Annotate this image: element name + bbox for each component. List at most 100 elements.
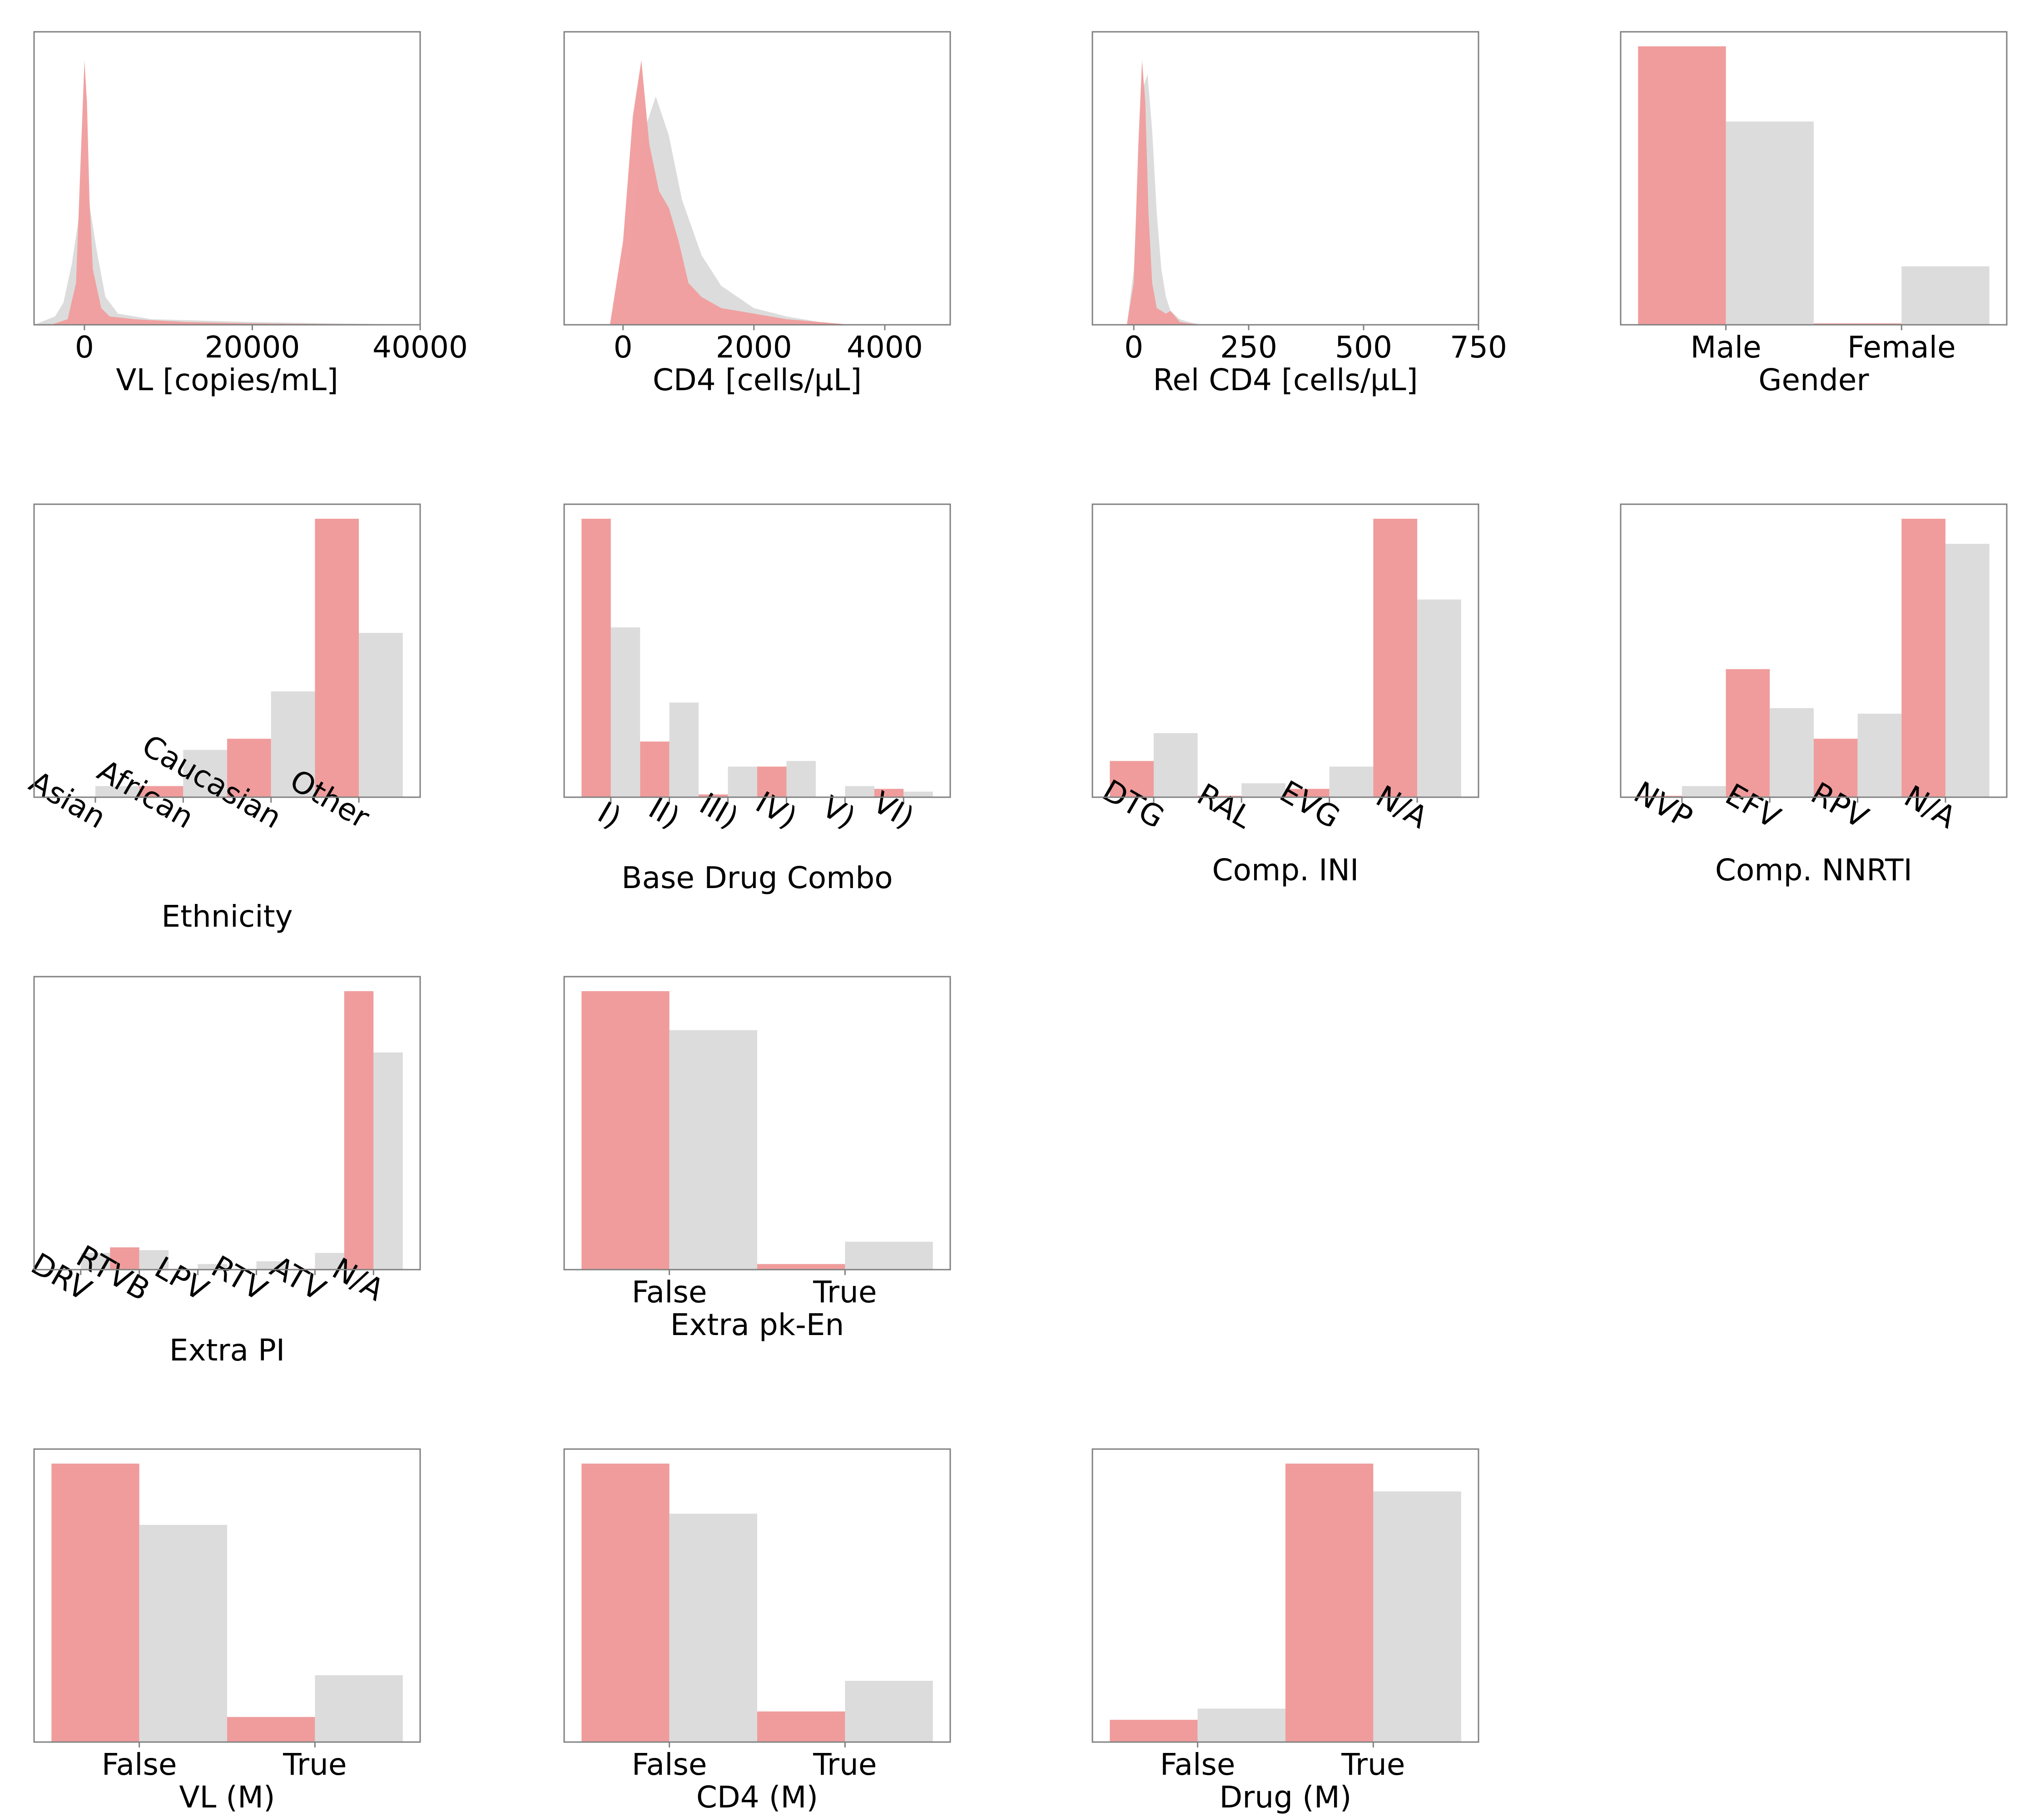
subplot-vl-density: 0 20000 40000 VL [copies/mL] [33, 31, 468, 397]
bar-treatment-vi [874, 789, 904, 797]
bar-reference-evg [1329, 766, 1374, 797]
bar-treatment-efv [1726, 669, 1770, 797]
axes-frame [1620, 503, 2008, 798]
bar-treatment-true [757, 1264, 845, 1270]
axes-frame [563, 503, 951, 798]
x-tick-label: 2000 [716, 330, 792, 365]
bar-reference-false [1197, 1708, 1285, 1742]
bar-treatment-iv [757, 766, 787, 797]
density-treatment-cd4-density [610, 60, 852, 325]
bar-reference-nvp [1682, 786, 1726, 797]
bar-reference-male [1726, 121, 1814, 325]
x-tick-label: True [813, 1275, 877, 1310]
bar-treatment-iii [699, 794, 728, 797]
bar-reference-true [845, 1241, 933, 1270]
bar-reference-ii [669, 702, 699, 797]
x-axis-label: VL [copies/mL] [116, 362, 338, 397]
x-axis-label: Rel CD4 [cells/µL] [1153, 362, 1418, 397]
bar-reference-false [669, 1514, 757, 1742]
bar-treatment-male [1638, 46, 1726, 325]
bar-reference-female [1901, 266, 1989, 325]
bar-reference-caucasian [271, 691, 315, 797]
bar-treatment-true [757, 1711, 845, 1742]
bar-reference-n-a [1945, 544, 1989, 797]
bar-reference-iv [786, 761, 816, 797]
axes-frame [563, 1448, 951, 1743]
axes-frame [563, 976, 951, 1271]
bar-reference-drv [80, 1253, 110, 1270]
bar-treatment-n-a [344, 991, 374, 1270]
density-treatment-rel-cd4-density [1126, 60, 1203, 325]
bar-reference-n-a [1417, 599, 1461, 797]
axes-frame [1620, 31, 2008, 326]
bar-treatment-other [315, 519, 359, 797]
x-axis-label: Extra PI [169, 1333, 285, 1368]
x-tick-label: True [283, 1747, 347, 1782]
subplot-rel-cd4-density: 0 250 500 750 Rel CD4 [cells/µL] [1091, 31, 1507, 397]
x-tick-label: 20000 [204, 330, 300, 365]
axes-frame [33, 976, 421, 1271]
bar-reference-i [610, 627, 640, 797]
x-tick-label: 0 [1124, 330, 1143, 365]
bar-treatment-caucasian [227, 739, 271, 797]
bar-treatment-false [1110, 1720, 1198, 1742]
bar-reference-true [315, 1675, 403, 1742]
x-tick-label: True [1341, 1747, 1405, 1782]
axes-frame [33, 503, 421, 798]
bar-reference-efv [1770, 708, 1814, 797]
x-tick-label: 750 [1450, 330, 1507, 365]
bar-treatment-rtvb [110, 1247, 139, 1270]
x-tick-label: Male [1690, 330, 1761, 365]
bar-reference-rpv [1857, 714, 1902, 797]
axes-frame [33, 1448, 421, 1743]
x-axis-label: Base Drug Combo [621, 860, 893, 895]
x-tick-label: Female [1847, 330, 1956, 365]
x-tick-label: 0 [75, 330, 94, 365]
bar-reference-other [359, 633, 403, 797]
bar-reference-iii [728, 766, 757, 797]
x-tick-label: False [1160, 1747, 1235, 1782]
x-tick-label: 40000 [372, 330, 468, 365]
axes-frame [563, 31, 951, 326]
x-axis-label: Drug (M) [1219, 1780, 1351, 1815]
axes-frame [33, 31, 421, 326]
x-axis-label: Extra pk-En [670, 1307, 844, 1342]
bar-reference-ral [1241, 783, 1285, 797]
bar-treatment-evg [1285, 789, 1330, 797]
bar-treatment-false [51, 1464, 139, 1742]
bar-treatment-dtg [1110, 761, 1154, 797]
bar-reference-n-a [373, 1052, 403, 1270]
x-tick-label: False [632, 1747, 707, 1782]
x-tick-label: RTV [205, 1249, 273, 1308]
bar-reference-true [845, 1681, 933, 1742]
x-axis-label: CD4 (M) [696, 1780, 818, 1815]
x-tick-label: NVP [1628, 774, 1698, 835]
bar-reference-asian [95, 786, 139, 797]
axes-frame [1091, 503, 1479, 798]
x-axis-label: Comp. NNRTI [1715, 853, 1912, 888]
x-axis-label: Gender [1758, 362, 1869, 397]
bar-treatment-nvp [1638, 795, 1682, 797]
bar-treatment-rpv [1814, 739, 1858, 797]
bar-reference-vi [903, 791, 933, 797]
axes-frame [1091, 1448, 1479, 1743]
bar-reference-false [669, 1030, 757, 1270]
x-tick-label: 0 [614, 330, 633, 365]
bar-treatment-ral [1197, 795, 1242, 797]
x-tick-label: I) [592, 795, 627, 835]
x-tick-label: 4000 [847, 330, 923, 365]
density-treatment-vl-density [51, 60, 420, 325]
bar-treatment-false [581, 991, 670, 1270]
bar-reference-dtg [1153, 733, 1198, 797]
x-tick-label: False [102, 1747, 177, 1782]
bar-treatment-true [227, 1717, 315, 1742]
